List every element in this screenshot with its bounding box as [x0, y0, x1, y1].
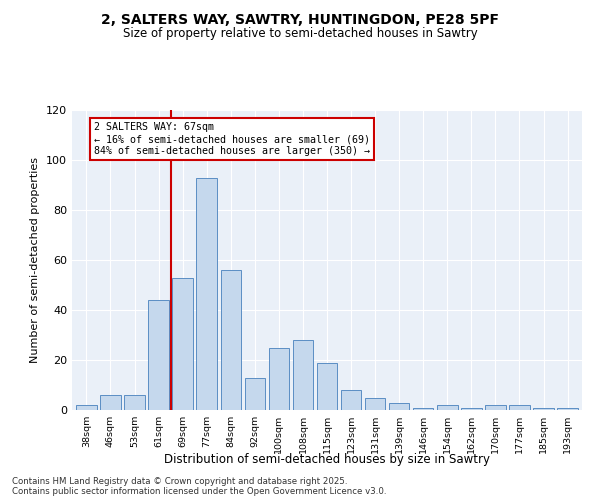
Bar: [413, 408, 433, 410]
Bar: [293, 340, 313, 410]
Bar: [317, 362, 337, 410]
Bar: [172, 278, 193, 410]
Bar: [221, 270, 241, 410]
Bar: [509, 405, 530, 410]
Bar: [389, 402, 409, 410]
Bar: [341, 390, 361, 410]
Bar: [533, 408, 554, 410]
Bar: [461, 408, 482, 410]
Text: Contains public sector information licensed under the Open Government Licence v3: Contains public sector information licen…: [12, 488, 386, 496]
Text: 2, SALTERS WAY, SAWTRY, HUNTINGDON, PE28 5PF: 2, SALTERS WAY, SAWTRY, HUNTINGDON, PE28…: [101, 12, 499, 26]
Bar: [196, 178, 217, 410]
Text: Distribution of semi-detached houses by size in Sawtry: Distribution of semi-detached houses by …: [164, 452, 490, 466]
Bar: [269, 348, 289, 410]
Bar: [245, 378, 265, 410]
Text: Size of property relative to semi-detached houses in Sawtry: Size of property relative to semi-detach…: [122, 28, 478, 40]
Bar: [485, 405, 506, 410]
Y-axis label: Number of semi-detached properties: Number of semi-detached properties: [31, 157, 40, 363]
Bar: [148, 300, 169, 410]
Bar: [557, 408, 578, 410]
Text: Contains HM Land Registry data © Crown copyright and database right 2025.: Contains HM Land Registry data © Crown c…: [12, 478, 347, 486]
Bar: [76, 405, 97, 410]
Text: 2 SALTERS WAY: 67sqm
← 16% of semi-detached houses are smaller (69)
84% of semi-: 2 SALTERS WAY: 67sqm ← 16% of semi-detac…: [94, 122, 370, 156]
Bar: [437, 405, 458, 410]
Bar: [100, 395, 121, 410]
Bar: [124, 395, 145, 410]
Bar: [365, 398, 385, 410]
